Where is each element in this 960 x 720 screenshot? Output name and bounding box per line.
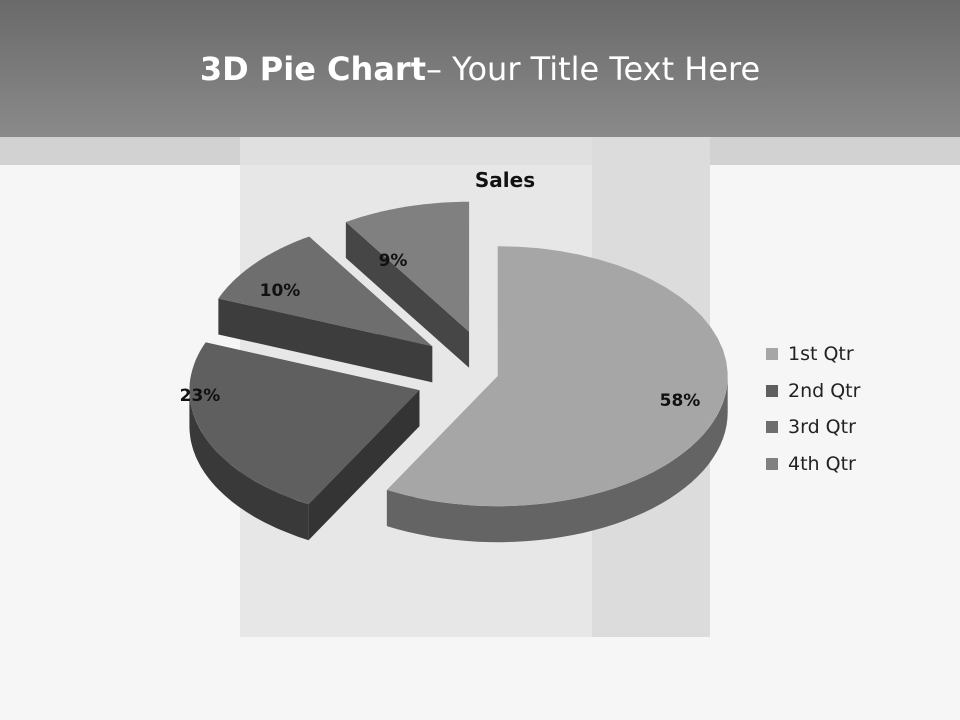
legend-label: 4th Qtr	[788, 452, 856, 475]
legend: 1st Qtr 2nd Qtr 3rd Qtr 4th Qtr	[766, 336, 860, 482]
legend-label: 2nd Qtr	[788, 379, 861, 402]
legend-label: 1st Qtr	[788, 343, 854, 366]
slice-side-2	[189, 390, 309, 541]
chart-title: Sales	[474, 168, 536, 192]
legend-swatch	[766, 348, 778, 361]
legend-label: 3rd Qtr	[788, 416, 856, 439]
legend-swatch	[766, 384, 778, 397]
slide-title[interactable]: 3D Pie Chart– Your Title Text Here	[0, 50, 960, 88]
legend-item: 2nd Qtr	[766, 373, 860, 410]
slice-4[interactable]	[345, 201, 470, 332]
title-bold: 3D Pie Chart	[199, 50, 426, 88]
legend-swatch	[766, 421, 778, 434]
legend-item: 3rd Qtr	[766, 409, 860, 446]
slice-wall-3	[218, 298, 433, 383]
slice-side-1	[386, 376, 728, 543]
legend-item: 1st Qtr	[766, 336, 860, 373]
slice-1[interactable]	[386, 246, 728, 507]
data-label-1: 58%	[660, 391, 701, 411]
data-label-2: 23%	[180, 386, 221, 406]
slice-wall-4	[345, 222, 470, 368]
slice-2[interactable]	[189, 342, 420, 505]
legend-swatch	[766, 457, 778, 470]
slice-3[interactable]	[218, 236, 433, 347]
legend-item: 4th Qtr	[766, 446, 860, 483]
data-label-3: 10%	[260, 281, 301, 301]
title-rest: – Your Title Text Here	[425, 50, 761, 88]
slice-wall-2	[308, 390, 420, 541]
title-bar	[0, 0, 960, 137]
data-label-4: 9%	[379, 251, 408, 271]
